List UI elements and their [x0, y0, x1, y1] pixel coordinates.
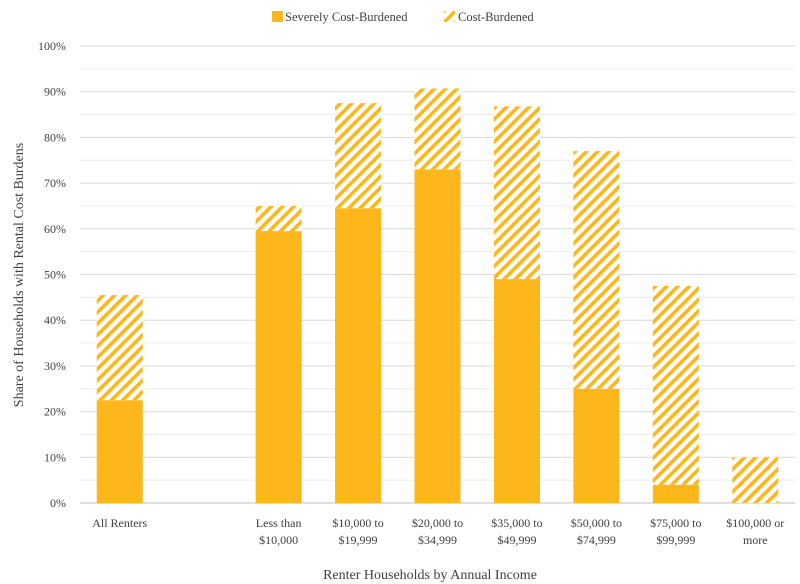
y-tick-label: 100%	[38, 39, 66, 53]
x-axis-title: Renter Households by Annual Income	[323, 568, 537, 583]
x-tick-label: $20,000 to	[412, 516, 463, 530]
x-tick-label: $35,000 to	[491, 516, 542, 530]
y-tick-label: 0%	[50, 496, 66, 510]
bars	[96, 88, 779, 504]
bar-severely-cost-burdened	[96, 400, 143, 503]
legend: Severely Cost-Burdened Cost-Burdened	[272, 10, 534, 24]
bar-cost-burdened	[493, 106, 540, 280]
x-tick-label: $19,999	[339, 533, 378, 547]
bar-cost-burdened	[255, 205, 302, 232]
bar-cost-burdened	[335, 103, 382, 209]
x-tick-label: $49,999	[497, 533, 536, 547]
x-tick-label: $50,000 to	[571, 516, 622, 530]
y-tick-label: 40%	[44, 313, 66, 327]
bar-cost-burdened	[732, 457, 779, 503]
x-tick-label: $100,000 or	[726, 516, 784, 530]
x-tick-label: $10,000	[259, 533, 298, 547]
bar-cost-burdened	[414, 88, 461, 170]
legend-swatch-severely-cost-burdened	[272, 11, 283, 22]
y-tick-label: 80%	[44, 130, 66, 144]
bar-cost-burdened	[573, 151, 620, 389]
x-tick-label: $99,999	[656, 533, 695, 547]
x-tick-label: $34,999	[418, 533, 457, 547]
legend-swatch-cost-burdened	[444, 11, 455, 22]
y-tick-label: 20%	[44, 405, 66, 419]
x-tick-label: more	[743, 533, 768, 547]
bar-cost-burdened	[96, 295, 143, 401]
y-axis-title: Share of Households with Rental Cost Bur…	[12, 143, 27, 407]
x-tick-label: All Renters	[92, 516, 147, 530]
y-tick-label: 90%	[44, 85, 66, 99]
y-tick-label: 30%	[44, 359, 66, 373]
legend-label-severely-cost-burdened: Severely Cost-Burdened	[285, 10, 408, 24]
bar-severely-cost-burdened	[414, 169, 461, 503]
bar-cost-burdened	[652, 285, 699, 485]
y-tick-label: 50%	[44, 268, 66, 282]
y-tick-label: 60%	[44, 222, 66, 236]
y-axis-ticks: 0% 10% 20% 30% 40% 50% 60% 70% 80% 90% 100%	[38, 39, 66, 510]
y-tick-label: 10%	[44, 450, 66, 464]
bar-severely-cost-burdened	[573, 388, 620, 503]
x-tick-label: $10,000 to	[332, 516, 383, 530]
bar-severely-cost-burdened	[493, 279, 540, 503]
bar-severely-cost-burdened	[255, 231, 302, 503]
bar-severely-cost-burdened	[652, 484, 699, 503]
x-tick-label: $75,000 to	[650, 516, 701, 530]
x-tick-label: Less than	[256, 516, 302, 530]
y-tick-label: 70%	[44, 176, 66, 190]
x-axis-ticks: All Renters Less than $10,000 $10,000 to $19…	[92, 516, 784, 547]
x-tick-label: $74,999	[577, 533, 616, 547]
bar-severely-cost-burdened	[335, 208, 382, 504]
legend-label-cost-burdened: Cost-Burdened	[458, 10, 534, 24]
